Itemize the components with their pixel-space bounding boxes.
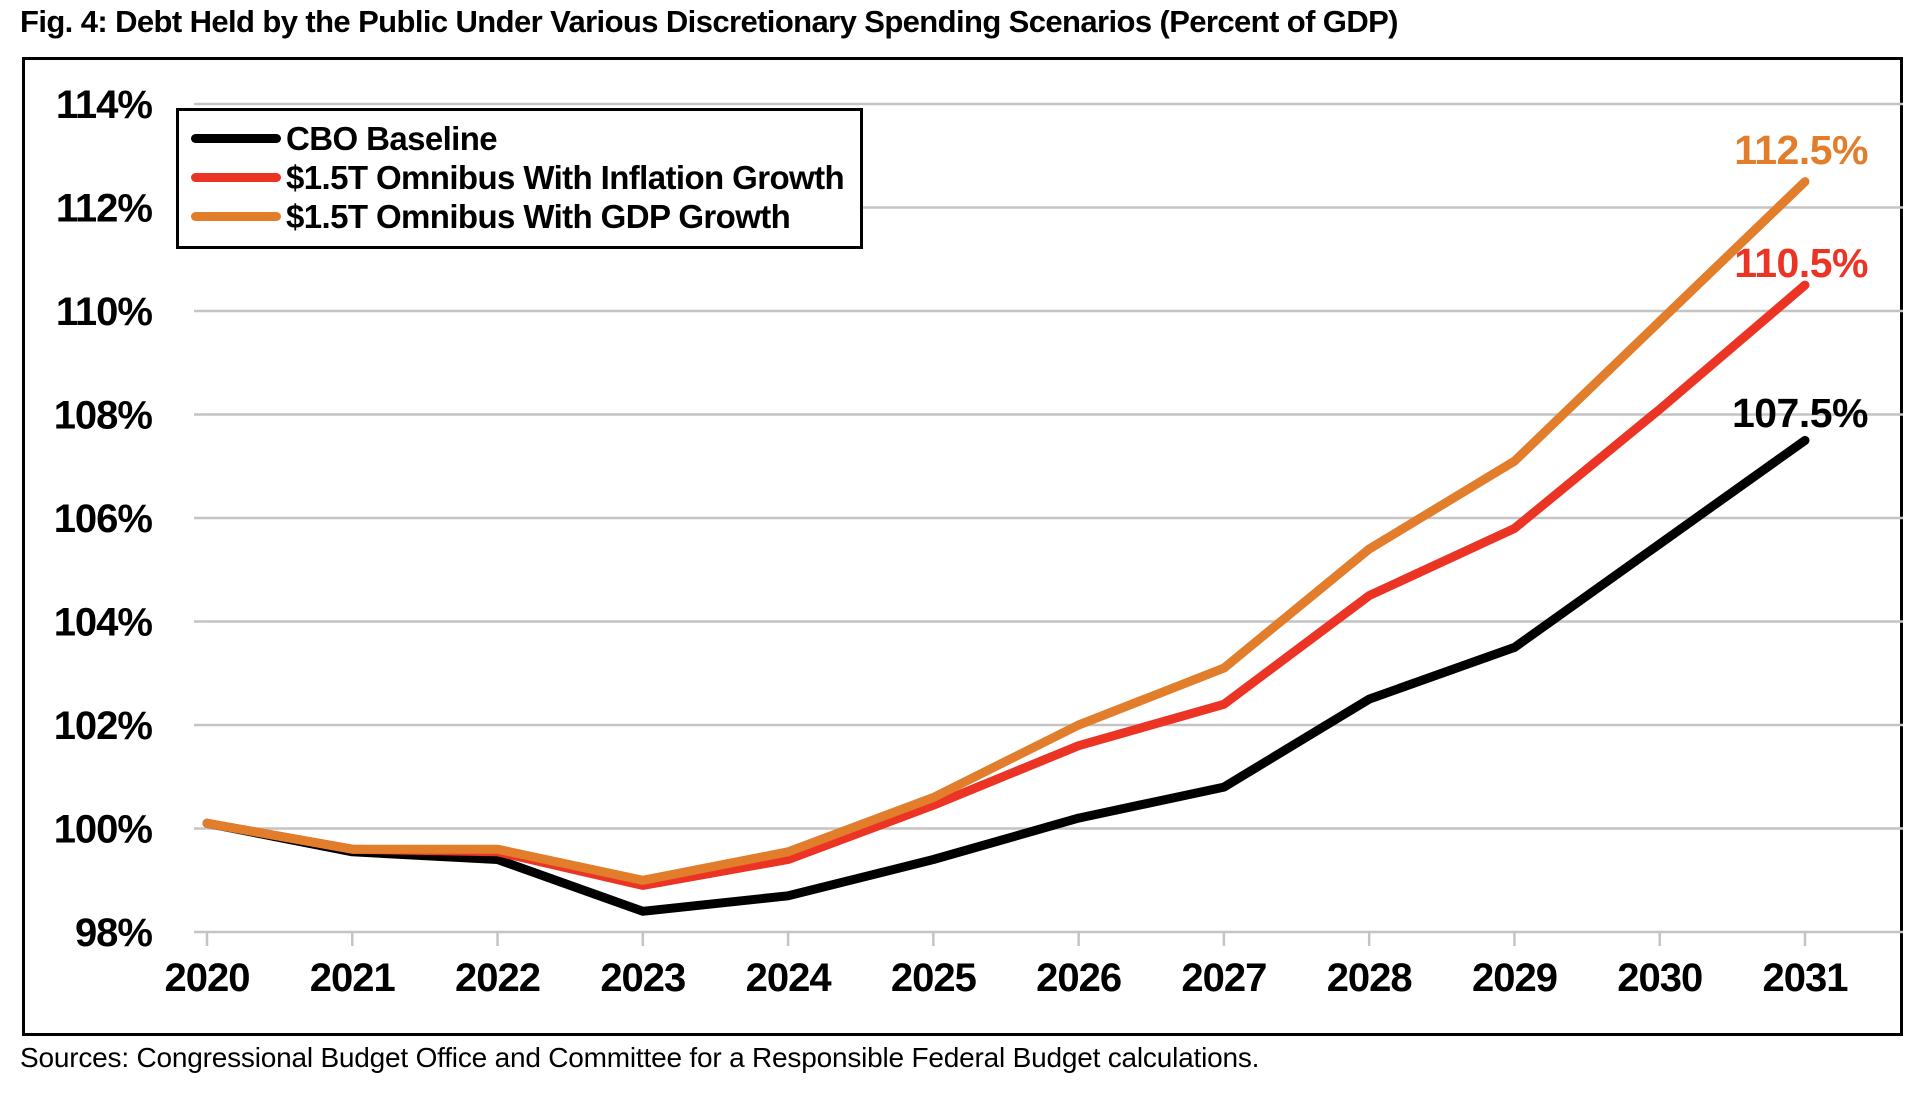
y-tick-label: 100% <box>54 808 153 852</box>
legend-label: $1.5T Omnibus With Inflation Growth <box>286 158 845 196</box>
x-tick-label: 2026 <box>1036 956 1121 1000</box>
x-tick-label: 2021 <box>310 956 396 1000</box>
x-tick-label: 2025 <box>891 956 977 1000</box>
chart-title: Fig. 4: Debt Held by the Public Under Va… <box>20 4 1399 39</box>
x-tick-label: 2022 <box>455 956 540 1000</box>
y-tick-label: 106% <box>54 497 153 541</box>
x-tick-label: 2029 <box>1472 956 1557 1000</box>
series-end-value-label: 112.5% <box>1734 127 1868 173</box>
series-line <box>202 435 1810 916</box>
y-tick-label: 114% <box>56 83 153 127</box>
legend-label: CBO Baseline <box>286 119 498 157</box>
series-line <box>202 177 1810 885</box>
y-tick-label: 98% <box>75 911 152 955</box>
y-tick-label: 110% <box>56 290 153 334</box>
legend-label: $1.5T Omnibus With GDP Growth <box>286 197 791 235</box>
legend-box: CBO Baseline $1.5T Omnibus With Inflation… <box>176 108 864 249</box>
y-tick-label: 112% <box>56 187 153 231</box>
legend-item: $1.5T Omnibus With GDP Growth <box>191 197 844 236</box>
y-tick-label: 102% <box>54 704 153 748</box>
source-note: Sources: Congressional Budget Office and… <box>20 1042 1260 1073</box>
legend-line-swatch <box>191 212 281 221</box>
x-tick-label: 2023 <box>600 956 685 1000</box>
y-tick-label: 104% <box>54 601 153 645</box>
series-end-value-label: 110.5% <box>1734 240 1868 286</box>
x-tick-label: 2030 <box>1617 956 1702 1000</box>
y-tick-label: 108% <box>54 394 153 438</box>
x-tick-label: 2031 <box>1763 956 1849 1000</box>
series-end-value-label: 107.5% <box>1731 390 1869 436</box>
x-tick-label: 2024 <box>746 956 833 1000</box>
legend-item: CBO Baseline <box>191 119 844 158</box>
x-tick-label: 2020 <box>165 956 250 1000</box>
legend-line-swatch <box>191 173 281 182</box>
legend-item: $1.5T Omnibus With Inflation Growth <box>191 158 845 197</box>
series-line <box>202 280 1810 890</box>
legend-line-swatch <box>191 134 281 143</box>
x-tick-label: 2028 <box>1327 956 1413 1000</box>
x-tick-label: 2027 <box>1181 956 1266 1000</box>
